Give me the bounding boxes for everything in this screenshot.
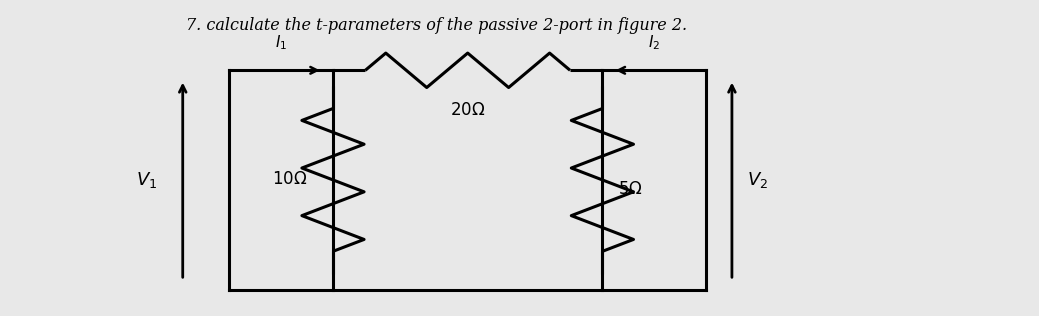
Text: $I_1$: $I_1$ — [275, 33, 287, 52]
Text: $I_2$: $I_2$ — [648, 33, 661, 52]
Text: 7. calculate the t-parameters of the passive 2-port in figure 2.: 7. calculate the t-parameters of the pas… — [186, 17, 687, 34]
Text: $20\Omega$: $20\Omega$ — [450, 102, 485, 118]
Text: $V_1$: $V_1$ — [136, 170, 157, 190]
Text: $10\Omega$: $10\Omega$ — [272, 171, 308, 188]
Text: $5\Omega$: $5\Omega$ — [618, 181, 643, 198]
Text: $V_2$: $V_2$ — [747, 170, 769, 190]
